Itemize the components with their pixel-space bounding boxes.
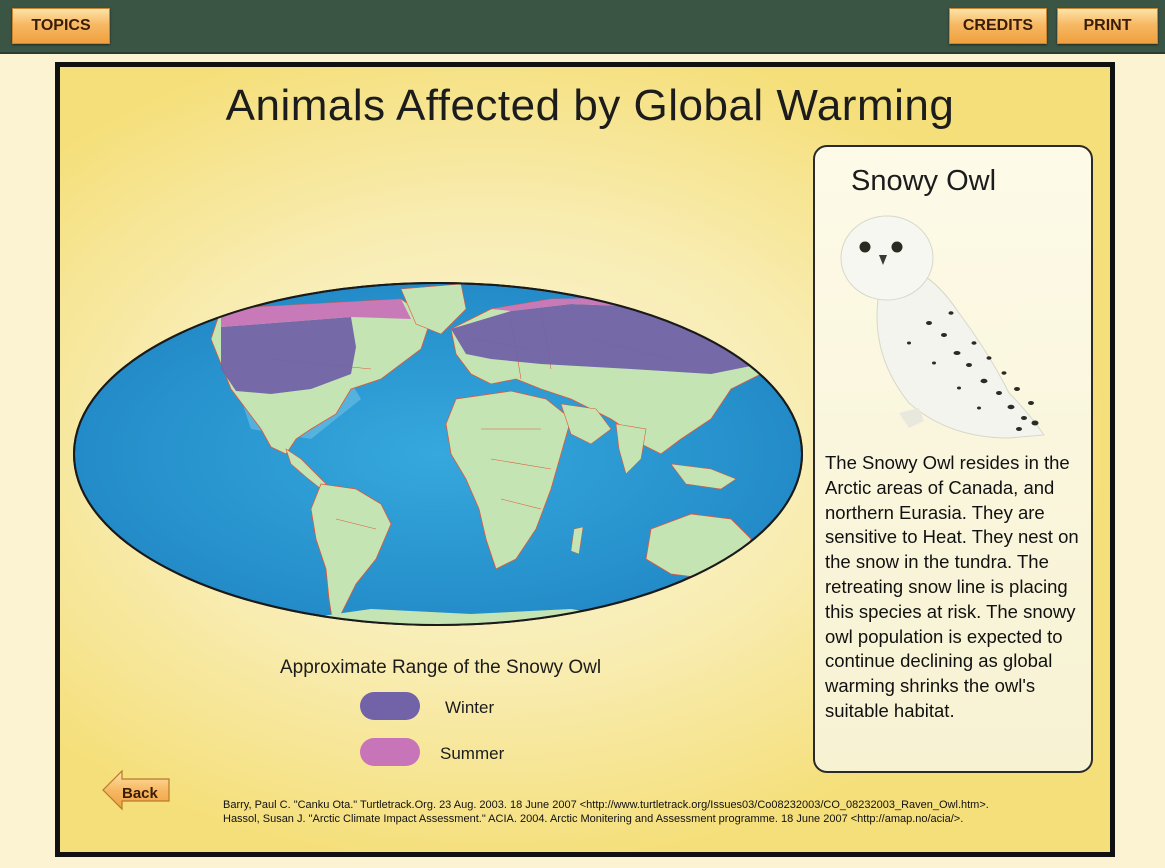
species-info-panel: Snowy Owl — [813, 145, 1093, 773]
back-button-label[interactable]: Back — [122, 785, 158, 802]
page-title: Animals Affected by Global Warming — [225, 81, 955, 130]
snowy-owl-illustration — [840, 215, 1045, 439]
summer-range-north-america — [221, 299, 411, 327]
top-toolbar: TOPICS CREDITS PRINT — [0, 0, 1165, 54]
winter-legend-label: Winter — [445, 698, 495, 717]
topics-button[interactable]: TOPICS — [12, 8, 110, 44]
species-description: The Snowy Owl resides in the Arctic area… — [825, 452, 1079, 721]
legend-title: Approximate Range of the Snowy Owl — [280, 657, 602, 678]
content-frame: Animals Affected by Global Warming — [55, 62, 1115, 857]
summer-swatch — [360, 738, 420, 766]
winter-range-north-america — [221, 317, 356, 394]
print-button[interactable]: PRINT — [1057, 8, 1158, 44]
species-name: Snowy Owl — [851, 165, 997, 197]
references: Barry, Paul C. "Canku Ota." Turtletrack.… — [223, 798, 989, 826]
reference-item: Hassol, Susan J. "Arctic Climate Impact … — [223, 813, 964, 825]
summer-range-eurasia — [491, 297, 771, 329]
reference-item: Barry, Paul C. "Canku Ota." Turtletrack.… — [223, 799, 989, 811]
credits-button[interactable]: CREDITS — [949, 8, 1047, 44]
summer-legend-label: Summer — [440, 744, 505, 763]
africa — [445, 390, 572, 570]
back-button[interactable] — [102, 769, 170, 811]
winter-swatch — [360, 692, 420, 720]
greenland — [400, 283, 467, 335]
world-range-map — [73, 282, 803, 626]
